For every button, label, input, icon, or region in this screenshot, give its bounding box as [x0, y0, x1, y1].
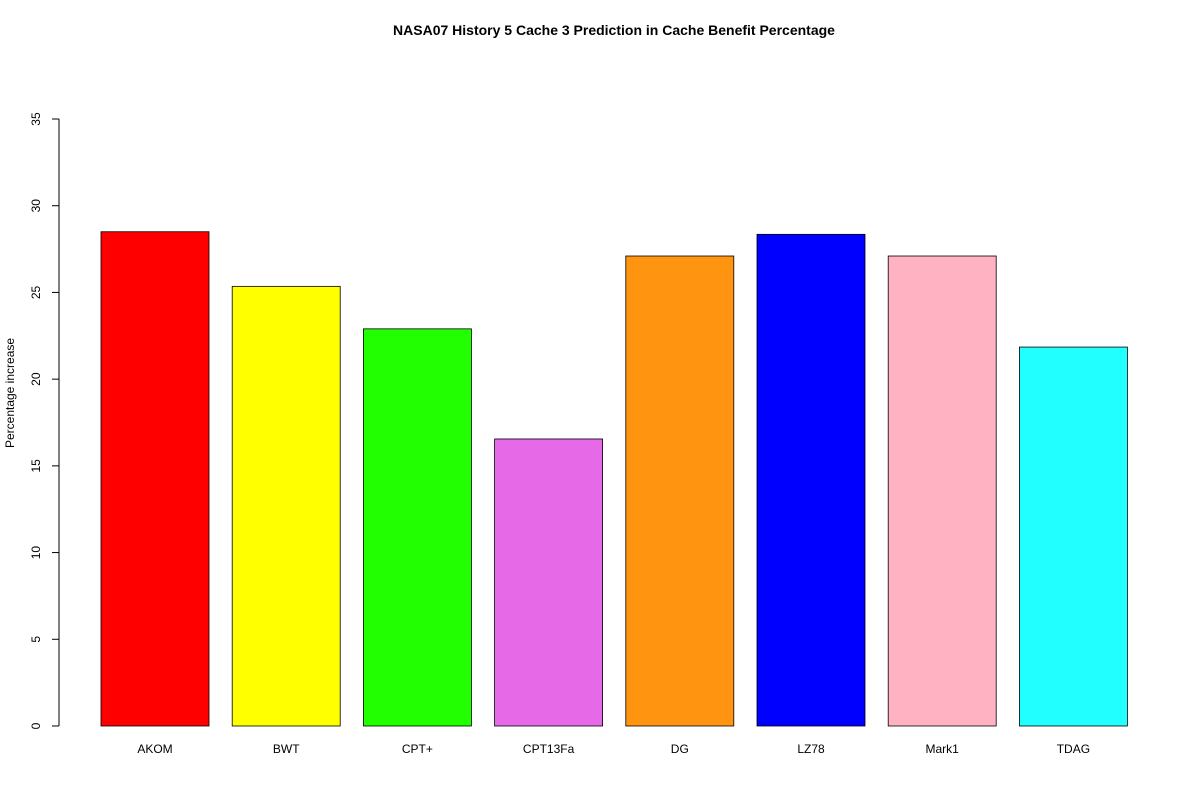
- bar-cpt: [362, 328, 472, 727]
- bar-dg: [625, 255, 735, 727]
- y-tick-label: 15: [29, 459, 43, 473]
- x-category-label: Mark1: [926, 742, 960, 756]
- y-tick-label: 35: [29, 112, 43, 126]
- chart-title: NASA07 History 5 Cache 3 Prediction in C…: [393, 22, 835, 38]
- bar-akom: [100, 231, 210, 727]
- x-category-label: CPT+: [402, 742, 433, 756]
- y-axis-label: Percentage increase: [3, 338, 17, 448]
- y-tick-label: 25: [29, 285, 43, 299]
- bar-lz78: [756, 233, 866, 727]
- y-axis: 0 5 10 15 20 25 30 35: [29, 112, 60, 729]
- bar-tdag: [1019, 346, 1128, 727]
- x-category-label: LZ78: [797, 742, 825, 756]
- bar-mark1: [887, 255, 997, 727]
- x-category-label: DG: [671, 742, 689, 756]
- y-tick-label: 20: [29, 372, 43, 386]
- y-tick-label: 10: [29, 546, 43, 560]
- x-category-label: TDAG: [1057, 742, 1090, 756]
- y-tick-label: 0: [29, 722, 43, 729]
- x-category-label: CPT13Fa: [523, 742, 575, 756]
- bar-bwt: [231, 285, 341, 727]
- x-category-label: AKOM: [137, 742, 172, 756]
- y-tick-label: 5: [29, 636, 43, 643]
- bar-series: [100, 231, 1128, 727]
- bar-cpt13fa: [494, 438, 604, 727]
- x-category-label: BWT: [273, 742, 300, 756]
- y-tick-label: 30: [29, 199, 43, 213]
- x-axis-labels: AKOM BWT CPT+ CPT13Fa DG LZ78 Mark1 TDAG: [137, 742, 1090, 756]
